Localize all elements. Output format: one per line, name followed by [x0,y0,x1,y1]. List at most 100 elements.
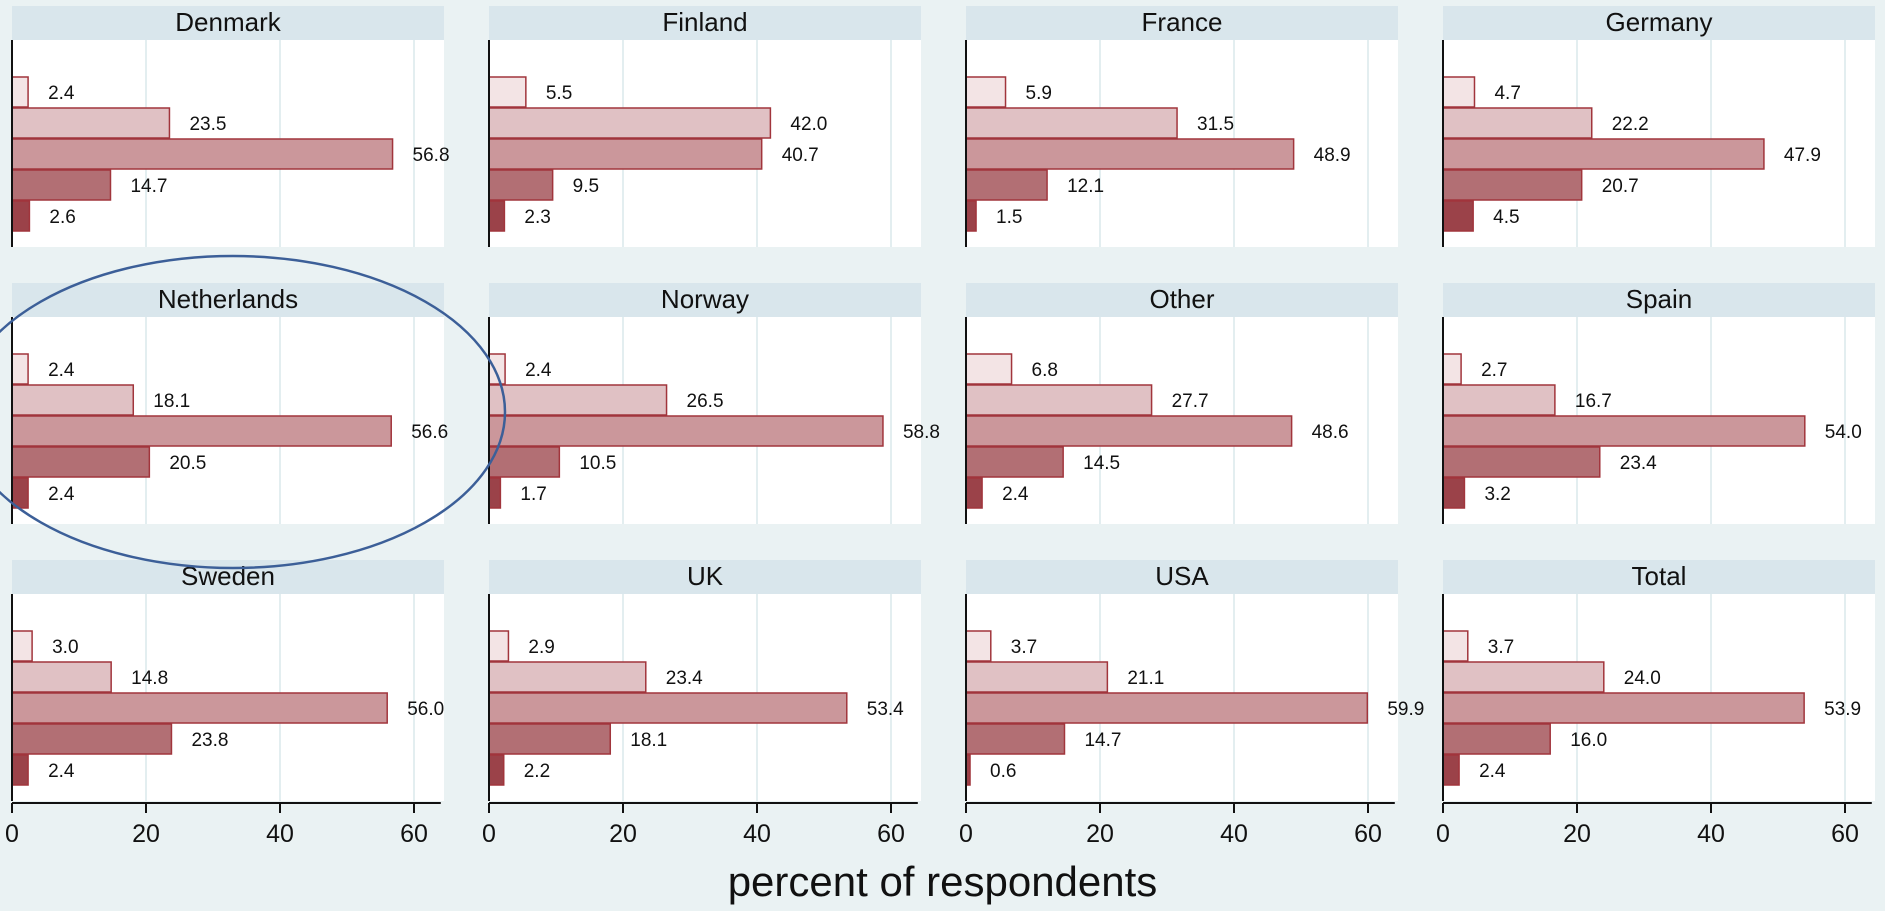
bar-value-label: 48.9 [1314,145,1351,166]
bar-value-label: 3.0 [52,637,78,658]
panel-title-strip [12,6,444,40]
bar-value-label: 21.1 [1127,668,1164,689]
bar-value-label: 23.4 [1620,453,1657,474]
panel-title: France [1142,7,1223,37]
bar-value-label: 24.0 [1624,668,1661,689]
bar [1442,169,1583,201]
bar-value-label: 1.5 [996,207,1022,228]
bar-value-label: 2.4 [1479,761,1506,782]
bar-value-label: 14.5 [1083,453,1120,474]
bar [488,415,884,447]
bar-value-label: 56.8 [413,145,450,166]
bar-value-label: 27.7 [1172,391,1209,412]
bar-value-label: 2.4 [48,761,75,782]
x-tick-label: 0 [1436,820,1450,848]
bar [965,138,1295,170]
x-tick-label: 40 [743,820,771,848]
bar [1442,76,1476,108]
bar-value-label: 14.7 [1084,730,1121,751]
bar [488,446,561,478]
bar [11,630,33,662]
bar-value-label: 14.7 [130,176,167,197]
bar [965,107,1178,139]
panel-germany: Germany 4.7 22.2 47.9 20.7 4.5 [1442,6,1875,247]
x-tick-label: 0 [482,820,496,848]
bar-value-label: 3.7 [1011,637,1037,658]
bar [1442,107,1593,139]
panel-title-strip [1443,283,1875,317]
bar [11,661,112,693]
bar-value-label: 3.2 [1484,484,1510,505]
bar-value-label: 22.2 [1612,114,1649,135]
panel-norway: Norway 2.4 26.5 58.8 10.5 1.7 [488,283,940,524]
x-tick-label: 20 [1563,820,1591,848]
bar-value-label: 10.5 [579,453,616,474]
bar [965,169,1048,201]
panel-title-strip [489,283,921,317]
bar-value-label: 2.7 [1481,360,1507,381]
bar [488,353,506,385]
panel-finland: Finland 5.5 42.0 40.7 9.5 2.3 [488,6,921,247]
panel-title-strip [489,6,921,40]
bar-value-label: 16.7 [1575,391,1612,412]
bar-value-label: 5.5 [546,83,572,104]
bar-value-label: 18.1 [153,391,190,412]
bar-value-label: 12.1 [1067,176,1104,197]
bar-value-label: 9.5 [573,176,599,197]
bar-value-label: 5.9 [1026,83,1052,104]
bar-value-label: 23.8 [191,730,228,751]
x-tick-label: 40 [1697,820,1725,848]
bar [1442,477,1466,509]
panel-title: Germany [1606,7,1713,37]
bar [488,723,612,755]
bar-value-label: 0.6 [990,761,1016,782]
bar-value-label: 56.0 [407,699,444,720]
bar-value-label: 2.6 [49,207,75,228]
bar [965,415,1293,447]
x-tick-label: 20 [132,820,160,848]
panel-usa: USA 3.7 21.1 59.9 14.7 0.6 0 20 40 60 [959,560,1424,848]
bar [488,384,668,416]
bar [488,76,527,108]
x-tick-label: 40 [1220,820,1248,848]
bar-value-label: 42.0 [790,114,827,135]
annotation-ellipse [0,254,507,570]
bar-value-label: 2.4 [48,83,75,104]
bar [11,754,29,786]
bar-value-label: 48.6 [1312,422,1349,443]
bar [965,446,1064,478]
bar [1442,661,1605,693]
bar [488,169,554,201]
bar-value-label: 54.0 [1825,422,1862,443]
bar-value-label: 14.8 [131,668,168,689]
bar [11,107,171,139]
panel-title-strip [966,560,1398,594]
x-axis-label: percent of respondents [727,858,1158,905]
bar [488,754,505,786]
bar [488,107,772,139]
x-tick-label: 20 [609,820,637,848]
bar [965,477,983,509]
bar-value-label: 47.9 [1784,145,1821,166]
bar [11,353,29,385]
panel-title-strip [966,283,1398,317]
x-tick-label: 0 [5,820,19,848]
panel-title: Total [1632,561,1687,591]
bar-value-label: 2.4 [48,484,75,505]
panel-netherlands: Netherlands 2.4 18.1 56.6 20.5 2.4 [11,283,448,524]
panel-title: Netherlands [158,284,298,314]
bar [1442,138,1765,170]
panel-other: Other 6.8 27.7 48.6 14.5 2.4 [965,283,1398,524]
bar [965,384,1153,416]
bar-value-label: 2.3 [524,207,550,228]
bar [488,692,848,724]
bar-value-label: 23.4 [666,668,703,689]
bar [965,661,1109,693]
bar-value-label: 2.4 [48,360,75,381]
bar [965,723,1066,755]
bar [11,723,173,755]
bar-value-label: 4.5 [1493,207,1519,228]
bar [1442,384,1556,416]
x-tick-label: 20 [1086,820,1114,848]
